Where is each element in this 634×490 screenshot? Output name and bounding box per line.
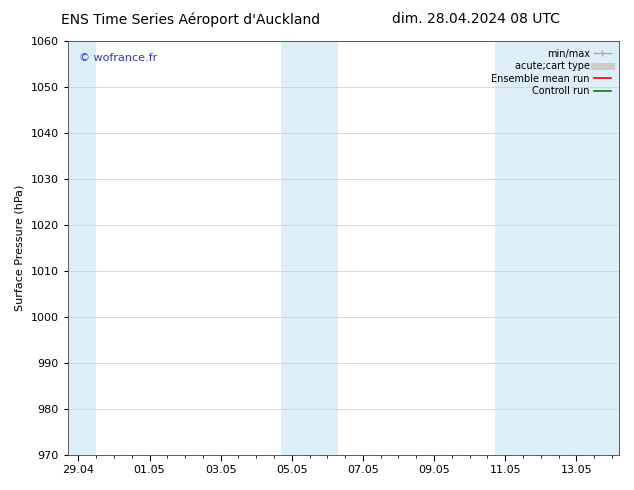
Bar bbox=[68, 41, 96, 455]
Bar bbox=[495, 41, 619, 455]
Legend: min/max, acute;cart type, Ensemble mean run, Controll run: min/max, acute;cart type, Ensemble mean … bbox=[488, 46, 614, 99]
Text: dim. 28.04.2024 08 UTC: dim. 28.04.2024 08 UTC bbox=[392, 12, 559, 26]
Text: ENS Time Series Aéroport d'Auckland: ENS Time Series Aéroport d'Auckland bbox=[61, 12, 320, 27]
Bar bbox=[281, 41, 338, 455]
Text: © wofrance.fr: © wofrance.fr bbox=[79, 53, 157, 64]
Y-axis label: Surface Pressure (hPa): Surface Pressure (hPa) bbox=[15, 185, 25, 311]
